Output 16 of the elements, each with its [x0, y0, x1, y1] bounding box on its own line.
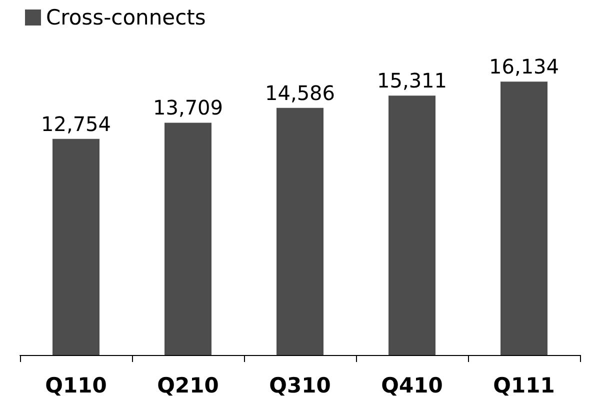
data-label: 14,586 — [265, 80, 335, 105]
bar — [276, 108, 324, 355]
legend-label: Cross-connects — [46, 6, 206, 30]
data-label: 15,311 — [377, 68, 447, 93]
x-tick-label: Q410 — [381, 374, 443, 398]
x-tick-label: Q111 — [493, 374, 555, 398]
x-tick-label: Q310 — [269, 374, 331, 398]
data-label: 12,754 — [41, 112, 111, 136]
data-label: 16,134 — [489, 54, 559, 79]
x-tick-label: Q110 — [45, 374, 107, 398]
bar — [52, 138, 100, 355]
data-label: 13,709 — [153, 96, 223, 120]
bar — [388, 96, 436, 355]
bar — [164, 122, 212, 355]
x-tick-label: Q210 — [157, 374, 219, 398]
bar — [500, 82, 548, 355]
